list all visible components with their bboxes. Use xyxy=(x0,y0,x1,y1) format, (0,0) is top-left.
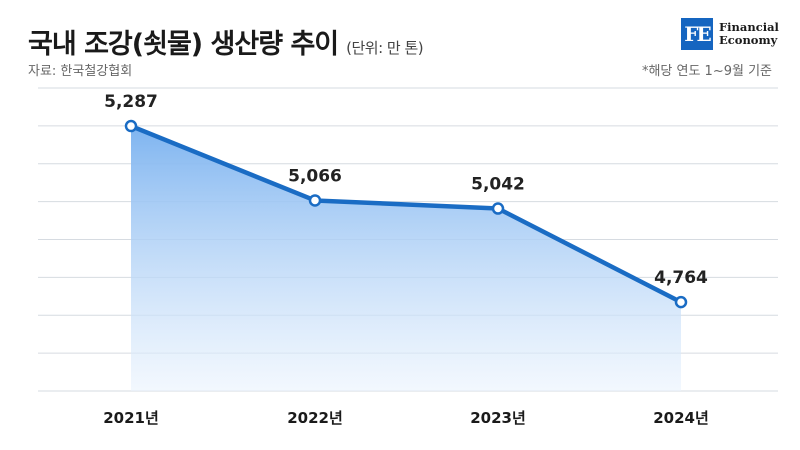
logo-line-2: Economy xyxy=(719,33,778,47)
chart-header: 국내 조강(쇳물) 생산량 추이 (단위: 만 톤) xyxy=(28,22,424,61)
data-point xyxy=(491,202,505,215)
data-label: 5,042 xyxy=(471,175,525,195)
chart-title: 국내 조강(쇳물) 생산량 추이 xyxy=(28,29,339,60)
footnote-label: *해당 연도 1~9월 기준 xyxy=(641,64,772,79)
data-labels: 5,287 5,066 5,042 4,764 xyxy=(104,92,708,288)
x-tick-label: 2021년 xyxy=(103,409,159,427)
data-points xyxy=(124,119,688,309)
data-label: 5,066 xyxy=(288,166,342,186)
data-point xyxy=(674,295,688,309)
data-point xyxy=(124,119,138,133)
data-point xyxy=(308,194,322,207)
area-shape xyxy=(131,126,681,391)
x-tick-label: 2024년 xyxy=(653,409,709,427)
x-tick-label: 2023년 xyxy=(470,409,526,427)
source-label: 자료: 한국철강협회 xyxy=(28,64,133,79)
series-line xyxy=(128,123,684,305)
series-line-path xyxy=(128,123,684,305)
data-label: 5,287 xyxy=(104,92,158,112)
x-tick-label: 2022년 xyxy=(287,409,343,427)
fe-logo-icon: FE xyxy=(681,18,713,50)
logo-line-1: Financial xyxy=(719,20,779,34)
data-label: 4,764 xyxy=(654,268,708,288)
area-fill xyxy=(131,126,681,391)
unit-label: (단위: 만 톤) xyxy=(346,39,424,57)
x-axis-labels: 2021년 2022년 2023년 2024년 xyxy=(103,409,709,427)
financial-economy-logo: FE Financial Economy xyxy=(681,18,779,50)
